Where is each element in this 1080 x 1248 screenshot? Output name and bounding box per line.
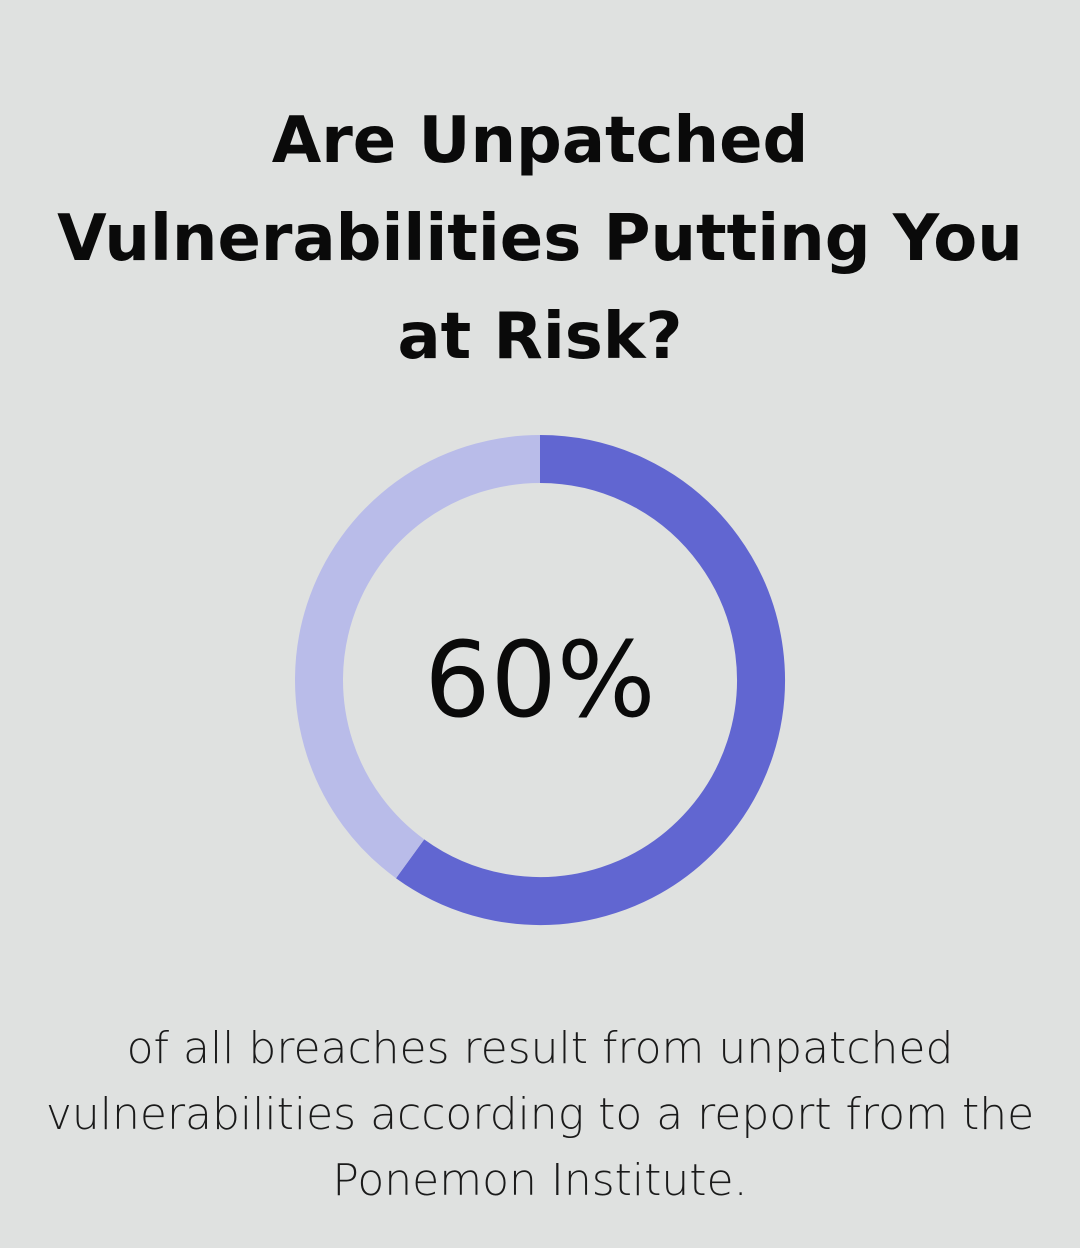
donut-segment-highlight: [396, 435, 785, 925]
donut-segment-remainder: [295, 435, 541, 879]
center-percentage-label: 60%: [424, 619, 656, 741]
donut-chart: [295, 435, 785, 925]
page-title: Are Unpatched Vulnerabilities Putting Yo…: [57, 104, 1023, 374]
caption-text: of all breaches result from unpatched vu…: [45, 1023, 1035, 1206]
